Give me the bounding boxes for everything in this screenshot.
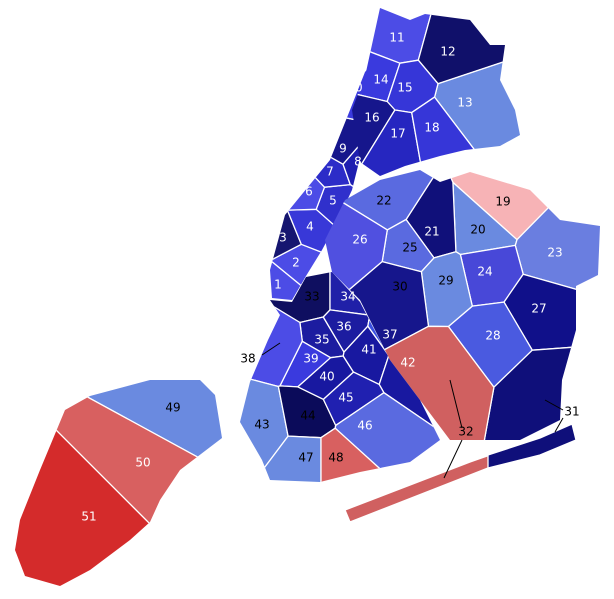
district-label: 45 — [338, 391, 353, 405]
district-group — [270, 55, 302, 262]
district-area — [487, 423, 577, 469]
district-label: 24 — [477, 265, 492, 279]
district-label: 7 — [326, 165, 334, 179]
district-label: 40 — [319, 370, 334, 384]
district-label: 16 — [364, 111, 379, 125]
district — [352, 8, 401, 103]
district-label: 39 — [303, 352, 318, 366]
district-label: 18 — [424, 121, 439, 135]
district-label: 34 — [340, 290, 355, 304]
district-label: 10 — [347, 81, 362, 95]
district-group — [342, 113, 386, 300]
district-label: 3 — [279, 231, 287, 245]
district-label: 1 — [274, 278, 282, 292]
district-label: 49 — [165, 401, 180, 415]
district-label: 9 — [339, 142, 347, 156]
district-label: 28 — [485, 329, 500, 343]
district-label: 32 — [458, 425, 473, 439]
district-label: 19 — [495, 195, 510, 209]
district-label: 47 — [298, 451, 313, 465]
district — [417, 8, 520, 85]
district — [270, 55, 326, 211]
district-label: 20 — [470, 223, 485, 237]
district-label: 15 — [397, 81, 412, 95]
district-label: 22 — [376, 194, 391, 208]
district-label: 17 — [390, 127, 405, 141]
district-group — [240, 272, 303, 388]
district-label: 29 — [438, 274, 453, 288]
district — [15, 380, 222, 586]
district-label: 25 — [402, 241, 417, 255]
district-group — [240, 435, 322, 482]
district-label: 36 — [336, 320, 351, 334]
district-label: 4 — [306, 220, 314, 234]
district-group — [270, 55, 386, 125]
district-label: 31 — [564, 405, 579, 419]
district-label: 5 — [329, 194, 337, 208]
rockaway — [344, 423, 577, 523]
district-label: 33 — [304, 290, 319, 304]
district — [240, 435, 322, 482]
leader-line — [261, 342, 281, 356]
district-label: 12 — [440, 45, 455, 59]
district-label: 11 — [389, 31, 404, 45]
district-label: 42 — [400, 356, 415, 370]
district — [352, 8, 436, 64]
district-label: 50 — [135, 456, 150, 470]
leader-line — [544, 399, 564, 411]
district-label: 13 — [457, 96, 472, 110]
district-label: 30 — [392, 280, 407, 294]
district-label: 35 — [314, 333, 329, 347]
district-group — [270, 55, 326, 211]
district-group — [352, 109, 499, 176]
district-label: 6 — [305, 185, 313, 199]
district — [270, 55, 386, 125]
district-label: 14 — [373, 73, 388, 87]
district — [411, 96, 520, 176]
district — [270, 55, 302, 262]
district-label: 8 — [354, 155, 362, 169]
district-group — [417, 8, 520, 85]
district — [342, 113, 386, 300]
district-label: 51 — [81, 510, 96, 524]
district-label: 46 — [357, 419, 372, 433]
district-label: 44 — [300, 409, 315, 423]
district-label: 21 — [424, 225, 439, 239]
district-group — [352, 8, 401, 103]
district-label: 37 — [382, 328, 397, 342]
district-group — [352, 8, 436, 64]
district-label: 2 — [292, 256, 300, 270]
district-group — [15, 380, 222, 586]
district-group — [411, 96, 520, 176]
district-label: 23 — [547, 246, 562, 260]
district-label: 48 — [328, 451, 343, 465]
district-label: 43 — [254, 418, 269, 432]
district — [240, 272, 303, 388]
leader-line — [449, 379, 463, 429]
district-label: 41 — [361, 343, 376, 357]
leader-lines — [261, 342, 564, 479]
district-label: 38 — [240, 352, 255, 366]
district-label: 26 — [352, 233, 367, 247]
district-label: 27 — [531, 302, 546, 316]
district — [352, 109, 499, 176]
leader-line — [443, 439, 463, 479]
leader-line — [554, 417, 564, 433]
